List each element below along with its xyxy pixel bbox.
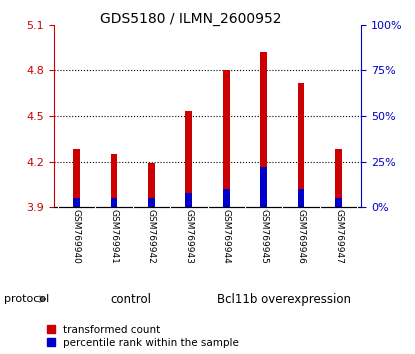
Text: GSM769946: GSM769946	[297, 209, 305, 264]
Bar	[73, 149, 80, 207]
Bar	[148, 198, 155, 207]
Text: GSM769940: GSM769940	[72, 209, 81, 264]
Bar	[223, 189, 229, 207]
Bar	[186, 193, 192, 207]
Text: GSM769943: GSM769943	[184, 209, 193, 264]
Bar	[260, 52, 267, 207]
Bar	[223, 70, 229, 207]
Text: GSM769947: GSM769947	[334, 209, 343, 264]
Bar	[73, 198, 80, 207]
Bar	[148, 163, 155, 207]
Text: control: control	[110, 293, 151, 306]
Bar	[110, 154, 117, 207]
Bar	[335, 149, 342, 207]
Bar	[335, 198, 342, 207]
Text: GSM769941: GSM769941	[110, 209, 118, 264]
Text: GDS5180 / ILMN_2600952: GDS5180 / ILMN_2600952	[100, 12, 282, 27]
Text: GSM769945: GSM769945	[259, 209, 268, 264]
Bar	[298, 189, 305, 207]
Text: protocol: protocol	[4, 294, 49, 304]
Legend: transformed count, percentile rank within the sample: transformed count, percentile rank withi…	[47, 325, 239, 348]
Text: GSM769942: GSM769942	[147, 209, 156, 264]
Bar	[186, 112, 192, 207]
Bar	[298, 82, 305, 207]
Text: GSM769944: GSM769944	[222, 209, 231, 264]
Bar	[110, 198, 117, 207]
Bar	[260, 167, 267, 207]
Text: Bcl11b overexpression: Bcl11b overexpression	[217, 293, 351, 306]
